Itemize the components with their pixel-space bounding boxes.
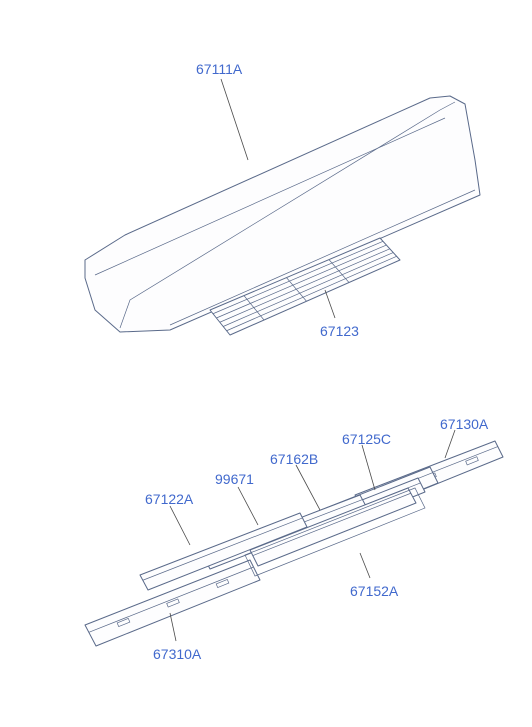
part-label-67111A: 67111A [196,61,242,77]
part-label-67125C: 67125C [342,431,391,447]
part-label-67152A: 67152A [350,583,398,599]
part-label-67122A: 67122A [145,491,193,507]
part-label-99671: 99671 [215,471,254,487]
part-label-67123: 67123 [320,323,359,339]
part-label-67162B: 67162B [270,451,318,467]
parts-diagram [0,0,532,727]
part-label-67310A: 67310A [153,646,201,662]
part-label-67130A: 67130A [440,416,488,432]
